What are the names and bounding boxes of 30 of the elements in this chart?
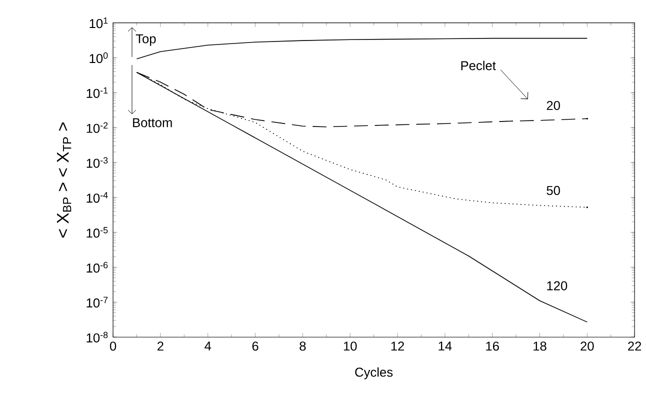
x-tick-label: 4 bbox=[204, 341, 212, 350]
y-tick-label: 10$^{-2}$ bbox=[86, 122, 108, 133]
x-axis-title: Cycles bbox=[355, 367, 393, 380]
x-tick-label: 0 bbox=[110, 341, 116, 350]
y-tick-label: 10$^{1}$ bbox=[90, 17, 108, 28]
x-tick-label: 12 bbox=[391, 341, 404, 350]
y-tick-label: 10$^{-8}$ bbox=[86, 332, 108, 342]
x-tick-label: 14 bbox=[438, 341, 452, 350]
y-tick-label: 10$^{-6}$ bbox=[86, 262, 108, 272]
series-label: 20 bbox=[546, 100, 560, 110]
y-tick-label: 10$^{0}$ bbox=[90, 52, 108, 63]
y-axis-title: < X$_{BP}$ > < X$_{TP}$ > bbox=[56, 122, 72, 238]
series-label: 50 bbox=[546, 186, 560, 195]
y-tick-label: 10$^{-3}$ bbox=[86, 156, 108, 168]
y-tick-label: 10$^{-1}$ bbox=[86, 87, 108, 98]
y-tick-label: 10$^{-7}$ bbox=[86, 296, 108, 308]
y-tick-label: 10$^{-4}$ bbox=[86, 192, 108, 202]
x-tick-label: 18 bbox=[534, 341, 546, 350]
y-tick-label: 10$^{-5}$ bbox=[86, 226, 108, 238]
x-tick-label: 16 bbox=[486, 341, 499, 350]
x-tick-label: 2 bbox=[158, 341, 164, 350]
x-tick-label: 22 bbox=[628, 341, 642, 350]
series-label: 120 bbox=[547, 281, 568, 290]
x-tick-label: 8 bbox=[300, 341, 306, 350]
x-tick-label: 6 bbox=[252, 341, 258, 350]
annotation: Bottom bbox=[133, 118, 172, 127]
annotation: Peclet bbox=[461, 60, 496, 70]
annotation: Top bbox=[136, 34, 156, 46]
x-tick-label: 10 bbox=[344, 341, 357, 350]
x-tick-label: 20 bbox=[580, 341, 594, 350]
